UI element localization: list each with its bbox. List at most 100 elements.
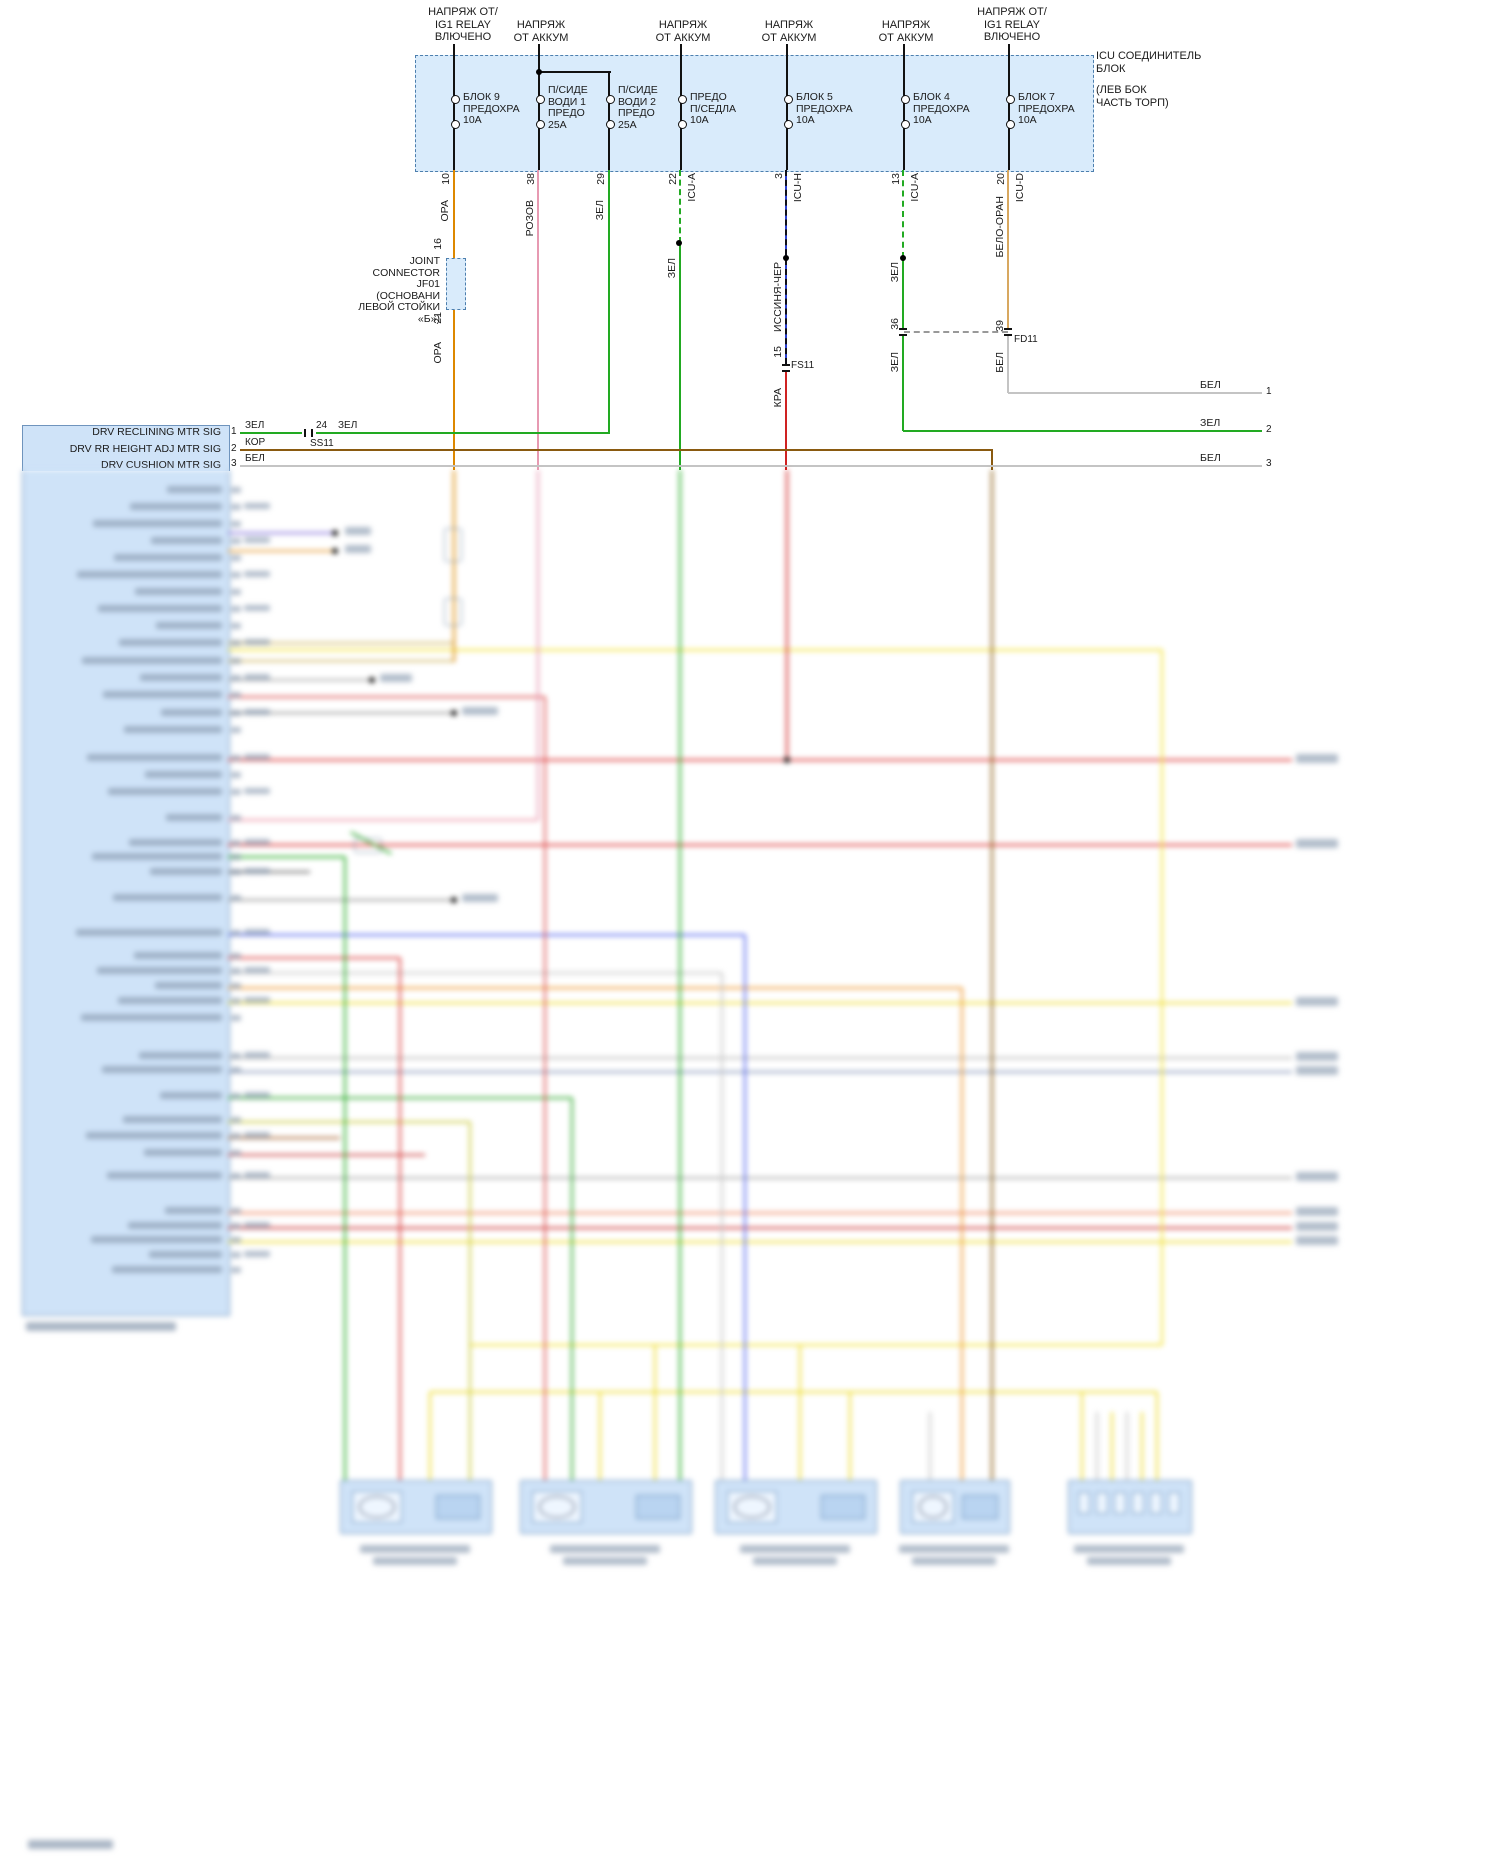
fuse-label: П/СИДЕ ВОДИ 1 ПРЕДО 25А [548, 84, 588, 131]
connector-pin [1096, 1492, 1108, 1514]
blurred-text [244, 709, 270, 715]
wire [799, 1345, 801, 1482]
blurred-text [231, 1208, 241, 1214]
wire [228, 759, 1292, 761]
fuse-label: БЛОК 9 ПРЕДОХРА 10А [463, 91, 520, 126]
blurred-text [231, 727, 241, 733]
fuse-terminal [451, 120, 460, 129]
blurred-text [244, 639, 270, 645]
blurred-text [156, 622, 222, 629]
feed-label-ig1-left: НАПРЯЖ ОТ/ IG1 RELAY ВЛЮЧЕНО [428, 6, 498, 43]
fuse-terminal [678, 120, 687, 129]
wire-color-label: ЗЕЛ [245, 420, 265, 431]
wire [571, 1098, 573, 1482]
blurred-text [134, 952, 222, 959]
fuse-label: П/СИДЕ ВОДИ 2 ПРЕДО 25А [618, 84, 658, 131]
module-row-label: DRV RR HEIGHT ADJ MTR SIG [69, 443, 221, 455]
wire [228, 972, 722, 974]
blurred-text [231, 640, 241, 646]
blurred-text [380, 674, 412, 682]
wire-belo-oran [1007, 170, 1009, 330]
wire-kor [240, 449, 993, 451]
blurred-text [167, 486, 222, 493]
junction-dot [369, 677, 375, 683]
inline-connector [354, 838, 382, 853]
blurred-text [231, 895, 241, 901]
feed-line [786, 44, 788, 170]
module-pin: 1 [231, 426, 237, 437]
blurred-text [345, 545, 371, 553]
connector-break [311, 429, 313, 437]
feed-label-batt-2: НАПРЯЖ ОТ АККУМ [655, 19, 711, 44]
wire-zel-dashed [679, 170, 681, 243]
blurred-text [107, 1172, 222, 1179]
blurred-text [1296, 839, 1338, 848]
blurred-text [231, 487, 241, 493]
fuse-terminal [536, 120, 545, 129]
blurred-text [1296, 1236, 1338, 1245]
connector-pin [1132, 1492, 1144, 1514]
wire-rozov [537, 170, 539, 470]
blurred-text [550, 1545, 660, 1553]
seat-module-box [22, 425, 230, 471]
fuse-terminal [784, 95, 793, 104]
blurred-text [231, 772, 241, 778]
right-wire-color: БЕЛ [1200, 452, 1221, 464]
blurred-text [244, 839, 270, 845]
blurred-text [1296, 1222, 1338, 1231]
blurred-text [1296, 1172, 1338, 1181]
blurred-text [91, 1236, 222, 1243]
wire-zel [240, 432, 302, 434]
wire [228, 660, 454, 662]
feed-line [453, 44, 455, 170]
blurred-text [150, 868, 222, 875]
motor-symbol [734, 1496, 770, 1518]
joint-connector-label: JOINT CONNECTOR JF01 (ОСНОВАНИ ЛЕВОЙ СТО… [358, 255, 440, 325]
wire [228, 987, 962, 989]
wire [399, 958, 401, 1482]
junction-dot [900, 255, 906, 261]
module-pin: 2 [231, 443, 237, 454]
blurred-text [231, 1223, 241, 1229]
fuse-label: БЛОК 7 ПРЕДОХРА 10А [1018, 91, 1075, 126]
blurred-text [231, 538, 241, 544]
right-wire-color: БЕЛ [1200, 379, 1221, 391]
blurred-text [231, 504, 241, 510]
blurred-text [118, 997, 222, 1004]
connector-cavity [636, 1495, 680, 1519]
blurred-text [244, 1132, 270, 1138]
right-pin: 3 [1266, 458, 1272, 469]
wire [228, 712, 454, 714]
blurred-text [231, 1150, 241, 1156]
wire-color-label: БЕЛ [245, 453, 265, 464]
junction-dot [536, 69, 542, 75]
blurred-text [244, 1172, 270, 1178]
blurred-text [244, 1092, 270, 1098]
fuse-terminal [606, 120, 615, 129]
wire [228, 856, 345, 858]
blurred-text [244, 754, 270, 760]
blurred-text [231, 953, 241, 959]
blurred-text [231, 930, 241, 936]
connector-cavity [962, 1495, 998, 1519]
module-row-label: DRV RECLINING MTR SIG [92, 426, 221, 438]
wire-zel [679, 243, 681, 470]
fuse-label: БЛОК 5 ПРЕДОХРА 10А [796, 91, 853, 126]
wire [228, 844, 1292, 846]
icu-connector-block [415, 55, 1094, 172]
wire [786, 470, 788, 760]
blurred-text [244, 929, 270, 935]
wire [1081, 1392, 1083, 1482]
blurred-text [231, 675, 241, 681]
icu-block-title: ICU СОЕДИНИТЕЛЬ БЛОК [1096, 50, 1202, 75]
fuse-label: БЛОК 4 ПРЕДОХРА 10А [913, 91, 970, 126]
wire [469, 1122, 471, 1482]
blurred-text [244, 967, 270, 973]
blurred-text [82, 657, 222, 664]
wire [228, 1177, 1292, 1179]
wire [228, 649, 1162, 651]
fuse-terminal [1006, 120, 1015, 129]
wire [679, 470, 681, 1482]
blurred-text [244, 503, 270, 509]
